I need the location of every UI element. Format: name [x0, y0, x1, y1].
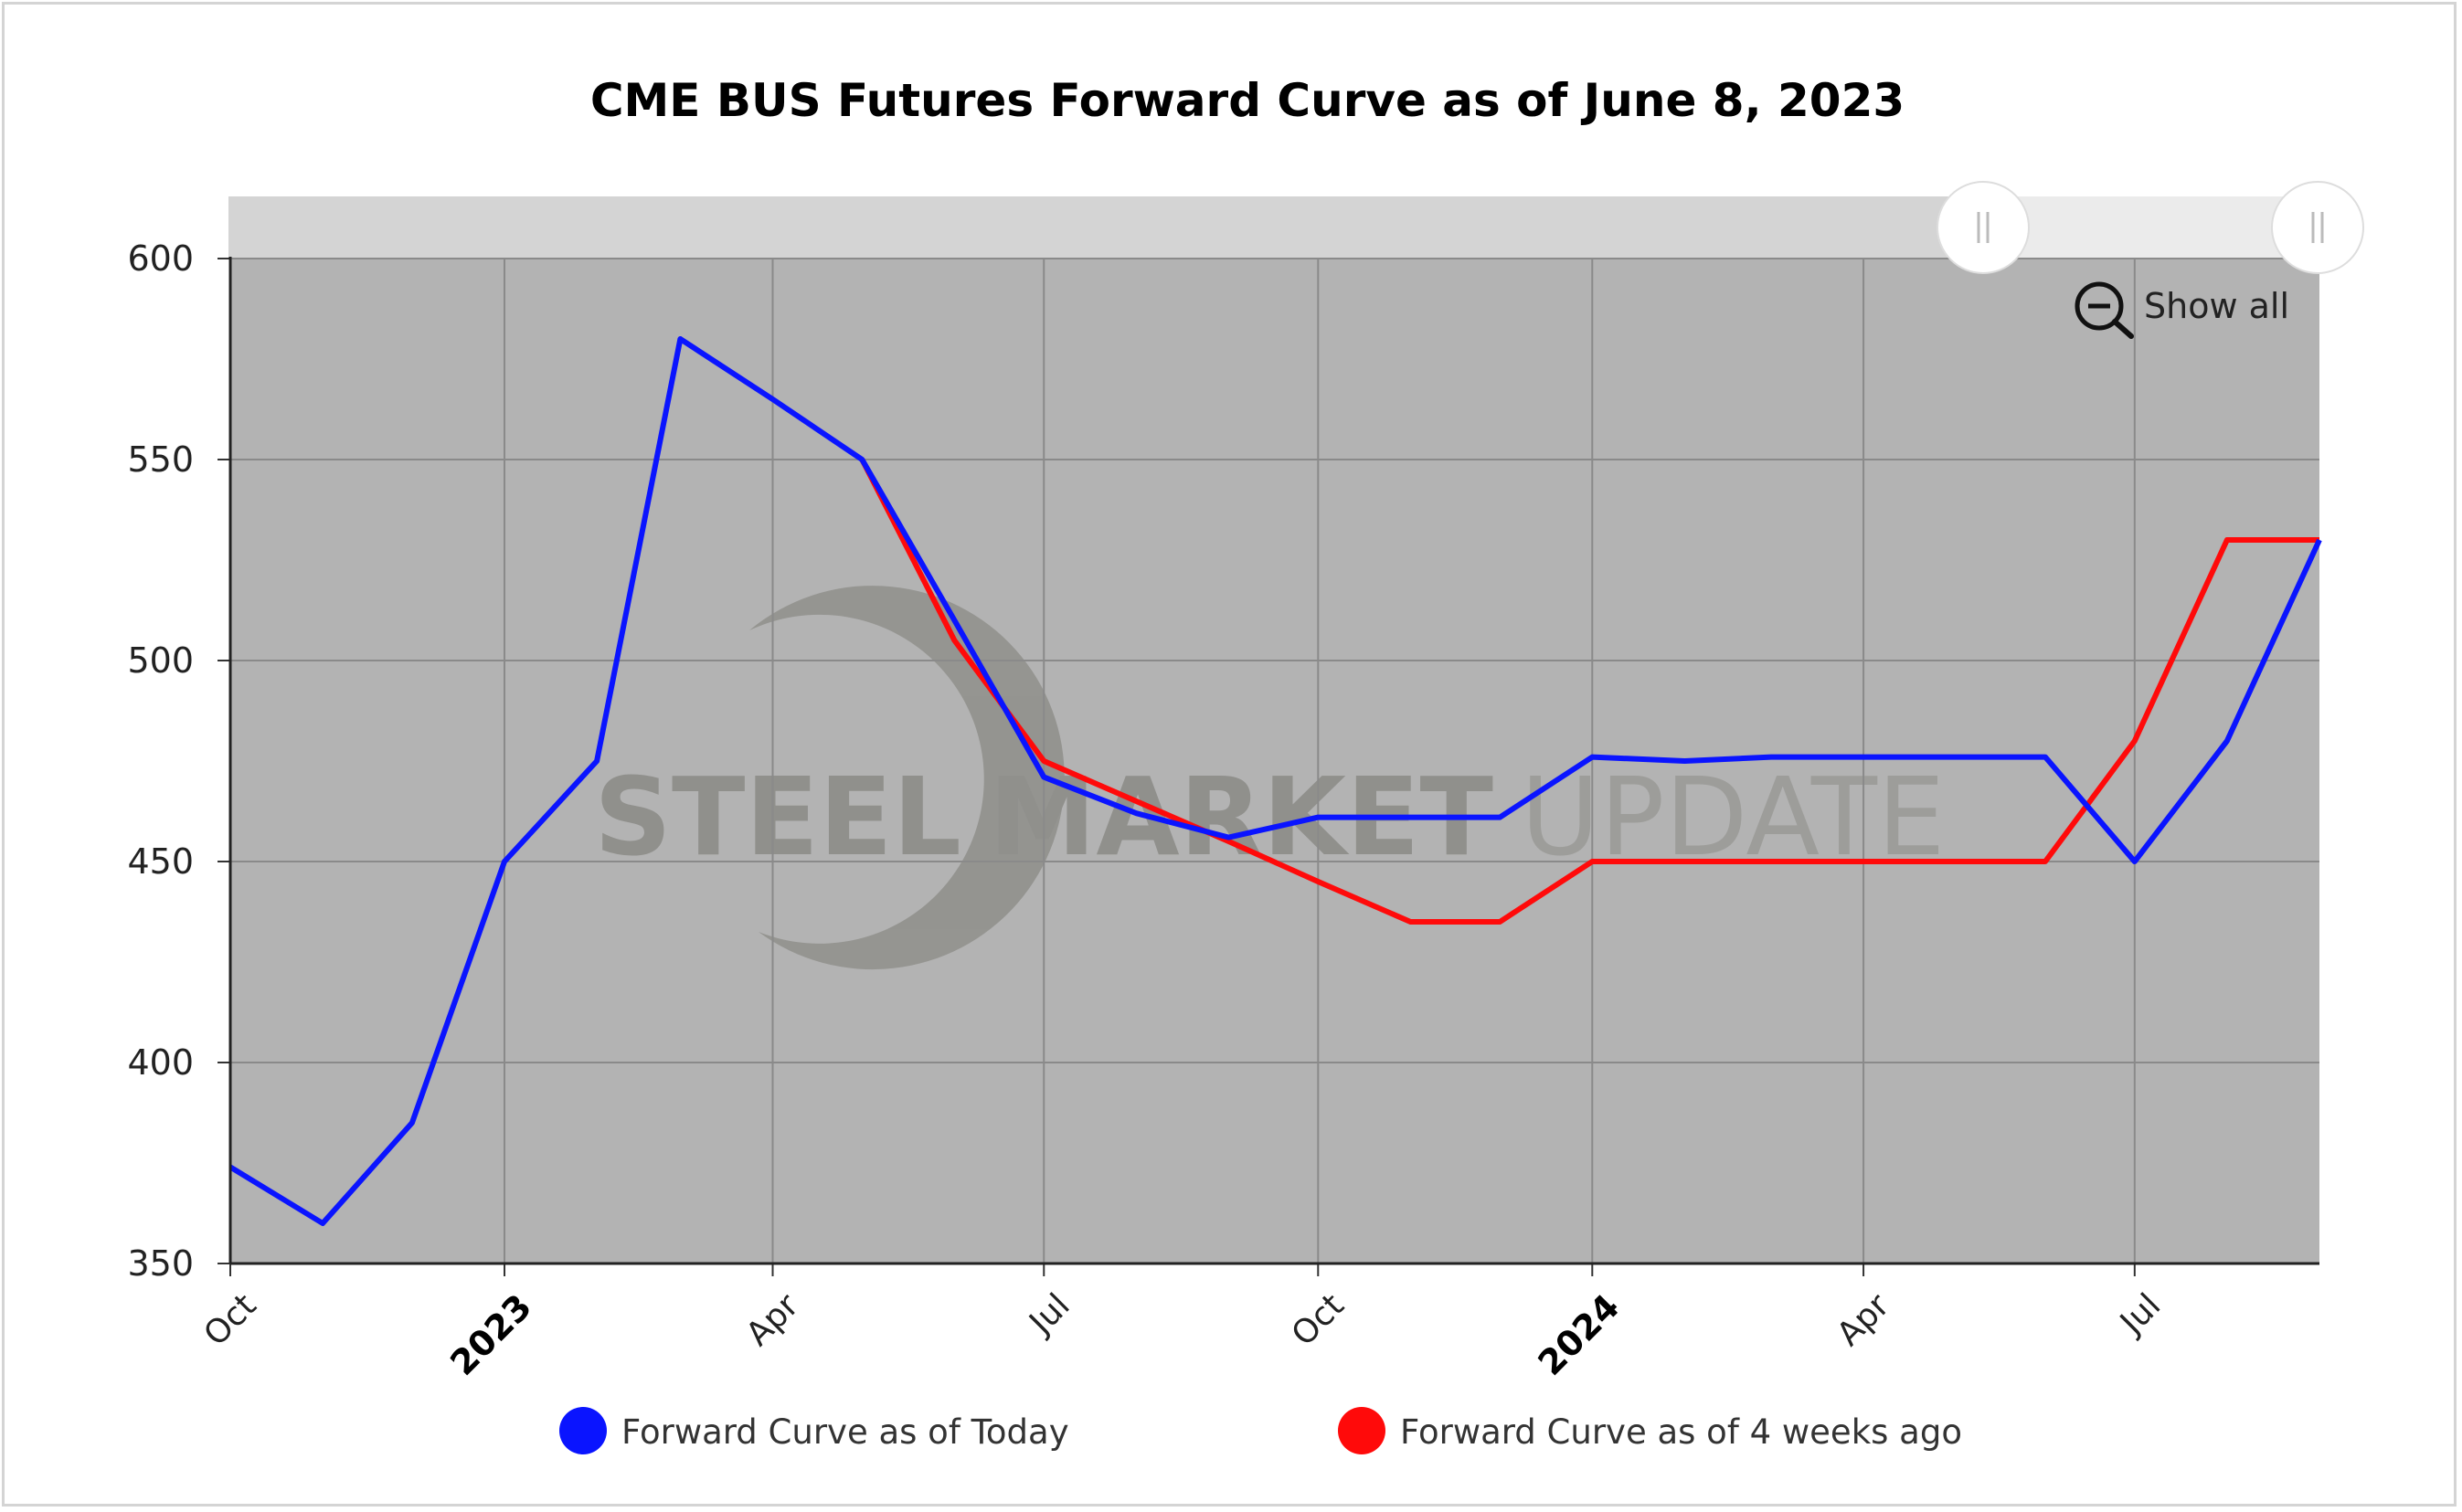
y-tick-label: 600 [127, 238, 194, 279]
series-lines [228, 336, 2322, 1226]
legend-item-4-weeks-ago[interactable]: Forward Curve as of 4 weeks ago [1338, 1407, 1962, 1454]
legend: Forward Curve as of Today Forward Curve … [559, 1407, 1962, 1454]
legend-item-today[interactable]: Forward Curve as of Today [559, 1407, 1069, 1454]
y-tick-label: 550 [127, 439, 194, 480]
x-tick-label: 2024 [1531, 1286, 1628, 1383]
zoom-scrollbar-selection[interactable] [1985, 196, 2319, 258]
x-tick-label: 2023 [442, 1286, 539, 1383]
zoom-out-icon [2075, 281, 2134, 339]
x-tick-label: Apr [1830, 1286, 1896, 1353]
y-tick-label: 500 [127, 640, 194, 681]
legend-label-4-weeks-ago: Forward Curve as of 4 weeks ago [1400, 1412, 1962, 1452]
y-tick-label: 350 [127, 1243, 194, 1284]
series-line-today[interactable] [228, 336, 2322, 1226]
x-tick-label: Oct [196, 1286, 263, 1353]
legend-marker-4-weeks-ago [1338, 1407, 1385, 1454]
x-tick-label: Jul [1022, 1286, 1077, 1342]
series-line-4-weeks-ago[interactable] [859, 458, 2319, 925]
y-tick-label: 450 [127, 841, 194, 882]
watermark-steel: STEEL [594, 754, 961, 880]
y-tick-label: 400 [127, 1042, 194, 1083]
chart-title: CME BUS Futures Forward Curve as of June… [590, 74, 1905, 127]
x-tick-label: Oct [1285, 1286, 1352, 1353]
legend-marker-today [559, 1407, 607, 1454]
show-all-button[interactable]: Show all [2075, 281, 2289, 339]
plot-area [230, 259, 2319, 1264]
legend-label-today: Forward Curve as of Today [621, 1412, 1069, 1452]
x-tick-label: Apr [739, 1286, 806, 1353]
show-all-label: Show all [2144, 286, 2289, 326]
x-tick-label: Jul [2112, 1286, 2168, 1342]
zoom-handle-right[interactable] [2271, 181, 2364, 274]
zoom-handle-left[interactable] [1937, 181, 2030, 274]
